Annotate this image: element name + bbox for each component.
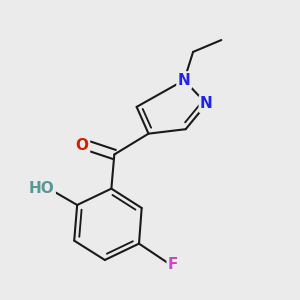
Text: F: F [168, 257, 178, 272]
Text: O: O [76, 138, 89, 153]
Text: HO: HO [28, 181, 54, 196]
Text: N: N [178, 73, 190, 88]
Text: N: N [200, 96, 213, 111]
